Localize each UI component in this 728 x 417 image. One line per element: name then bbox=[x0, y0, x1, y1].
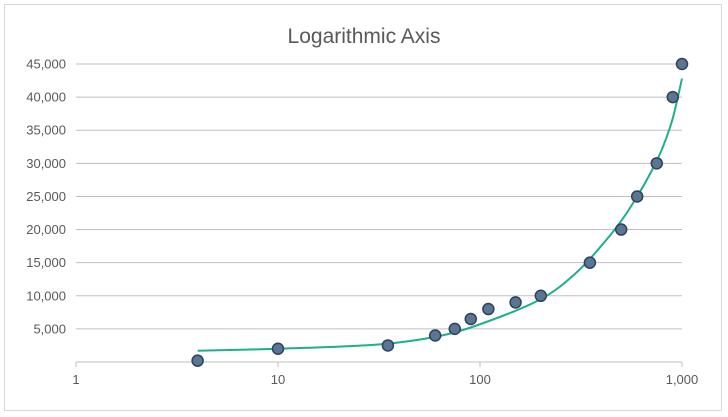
y-tick-label: 45,000 bbox=[26, 57, 66, 72]
y-tick-label: 20,000 bbox=[26, 222, 66, 237]
y-tick-label: 5,000 bbox=[33, 321, 66, 336]
gridlines bbox=[76, 63, 682, 330]
data-points bbox=[191, 57, 689, 367]
data-point bbox=[509, 296, 522, 309]
data-point bbox=[482, 302, 495, 316]
data-point bbox=[464, 312, 478, 326]
data-point bbox=[675, 57, 689, 71]
x-tick-label: 1,000 bbox=[666, 372, 699, 387]
data-point bbox=[666, 90, 680, 104]
chart-frame bbox=[4, 4, 722, 411]
y-tick-label: 30,000 bbox=[26, 156, 66, 171]
y-axis-tick-labels: 5,000 10,000 15,000 20,000 25,000 30,000 35,00… bbox=[26, 57, 66, 337]
data-point bbox=[381, 339, 395, 352]
y-tick-label: 25,000 bbox=[26, 189, 66, 204]
data-point bbox=[191, 354, 204, 367]
y-tick-label: 15,000 bbox=[26, 255, 66, 270]
y-tick-label: 10,000 bbox=[26, 288, 66, 303]
y-tick-label: 40,000 bbox=[26, 90, 66, 105]
x-tick-label: 10 bbox=[271, 372, 285, 387]
data-point bbox=[614, 223, 628, 236]
data-point bbox=[630, 190, 644, 203]
data-point bbox=[650, 157, 664, 170]
data-point bbox=[428, 329, 442, 342]
y-tick-label: 35,000 bbox=[26, 123, 66, 138]
x-tick-label: 100 bbox=[469, 372, 491, 387]
data-point bbox=[534, 289, 548, 303]
data-point bbox=[448, 322, 462, 336]
x-tick-label: 1 bbox=[72, 372, 79, 387]
data-point bbox=[271, 342, 285, 356]
trendline bbox=[197, 78, 683, 352]
x-axis-ticks: 1 10 100 1,000 bbox=[72, 362, 698, 387]
data-point bbox=[583, 256, 597, 269]
chart-title: Logarithmic Axis bbox=[288, 25, 441, 48]
